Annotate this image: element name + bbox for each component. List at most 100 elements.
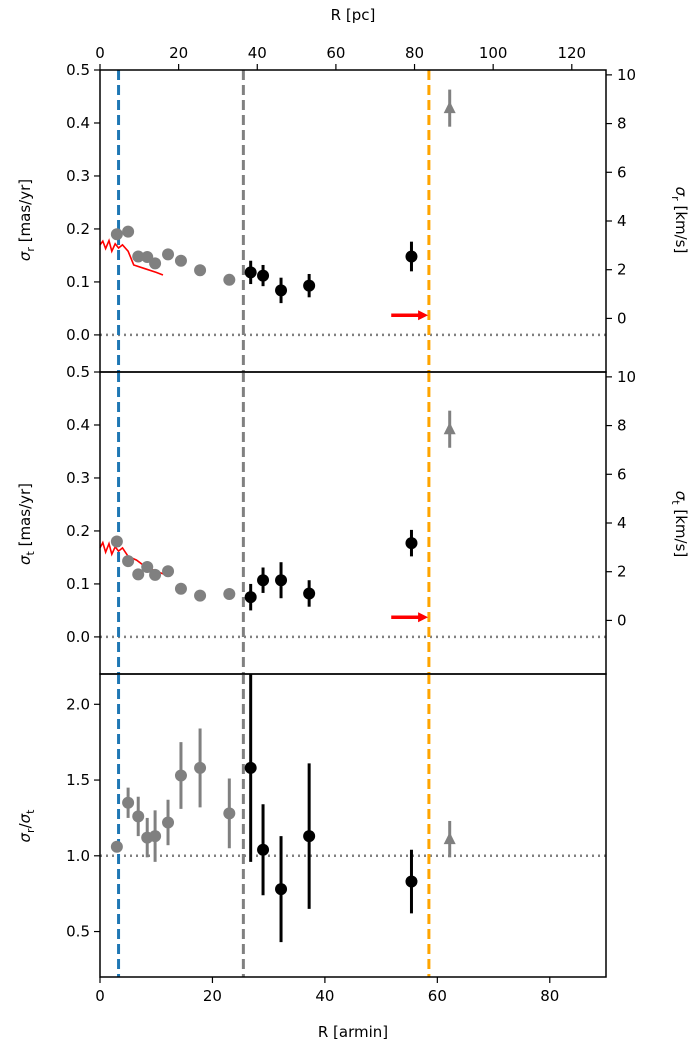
data-point	[149, 568, 162, 581]
data-point-triangle	[443, 101, 456, 114]
data-point	[223, 807, 236, 820]
bottom-x-axis-label: R [armin]	[318, 1023, 388, 1041]
data-point	[122, 555, 135, 568]
data-point	[303, 279, 316, 292]
bottom-plot-marks	[100, 674, 606, 977]
bottom-axes-frame	[99, 673, 607, 978]
y2-tick-label: 2	[617, 563, 627, 581]
data-point	[141, 560, 154, 573]
data-point	[162, 565, 175, 578]
data-point	[194, 264, 207, 277]
y2-tick-label: 4	[617, 514, 627, 532]
data-point	[257, 269, 270, 282]
y2-tick-label: 8	[617, 417, 627, 435]
data-point-triangle	[443, 422, 456, 435]
top-left-y-axis-label: σr [mas/yr]	[16, 179, 37, 261]
y2-tick-label: 6	[617, 465, 627, 483]
data-point	[244, 761, 257, 774]
data-point	[149, 257, 162, 270]
y2-tick-label: 6	[617, 163, 627, 181]
bottom-y-axis-label: σr/σt	[16, 809, 37, 843]
y-tick-label: 0.5	[66, 363, 90, 381]
data-point	[149, 830, 162, 843]
top-x-tick-label: 20	[169, 44, 188, 62]
top-x-tick-label: 0	[95, 44, 105, 62]
y-tick-label: 0.0	[66, 326, 90, 344]
top-pc-axis-label: R [pc]	[331, 6, 376, 24]
x-tick-label: 60	[428, 987, 447, 1005]
middle-plot-marks	[99, 372, 606, 674]
data-point	[257, 843, 270, 856]
y-tick-label: 0.1	[66, 575, 90, 593]
data-point	[194, 589, 207, 602]
y-tick-label: 1.5	[66, 771, 90, 789]
data-point	[122, 796, 135, 809]
y-tick-label: 0.1	[66, 273, 90, 291]
x-tick-label: 20	[203, 987, 222, 1005]
data-point	[244, 266, 257, 279]
bottom-axis-ticks: 0.5 1.0 1.5 2.0 0 20 40 60 80	[66, 695, 559, 1005]
panel-bottom: 0.5 1.0 1.5 2.0 0 20 40 60 80 σr/σt R [armin]	[16, 673, 607, 1041]
data-point	[174, 254, 187, 267]
middle-left-y-axis-label: σt [mas/yr]	[16, 483, 37, 565]
y2-tick-label: 10	[617, 368, 636, 386]
y2-tick-label: 10	[617, 66, 636, 84]
y2-tick-label: 4	[617, 212, 627, 230]
y-tick-label: 0.5	[66, 923, 90, 941]
data-point	[110, 535, 123, 548]
data-point	[303, 830, 316, 843]
data-point	[132, 810, 145, 823]
data-point	[132, 568, 145, 581]
limit-arrow-head	[418, 612, 429, 623]
model-line	[99, 238, 164, 276]
y-tick-label: 0.2	[66, 522, 90, 540]
data-point	[257, 574, 270, 587]
top-x-tick-label: 80	[405, 44, 424, 62]
y-tick-label: 0.4	[66, 114, 90, 132]
data-point	[162, 816, 175, 829]
data-point	[275, 574, 288, 587]
y-tick-label: 0.3	[66, 469, 90, 487]
top-axes-frame	[99, 69, 607, 373]
y-tick-label: 0.2	[66, 220, 90, 238]
middle-right-y-axis-label: σt [km/s]	[669, 491, 690, 557]
middle-axes-frame	[99, 371, 607, 675]
data-point-triangle	[443, 832, 456, 845]
data-point	[405, 537, 418, 550]
data-point	[223, 587, 236, 600]
x-tick-label: 0	[95, 987, 105, 1005]
y-tick-label: 0.4	[66, 416, 90, 434]
top-right-y-axis-label: σr [km/s]	[669, 187, 690, 254]
data-point	[244, 591, 257, 604]
panel-middle: 0.0 0.1 0.2 0.3 0.4 0.5 0 2 4 6 8 10 σt [mas/yr] σt…	[16, 363, 690, 675]
data-point	[303, 587, 316, 600]
data-point	[405, 875, 418, 888]
data-point	[174, 582, 187, 595]
data-point	[132, 250, 145, 263]
y-tick-label: 0.0	[66, 628, 90, 646]
top-x-tick-label: 60	[326, 44, 345, 62]
data-point	[174, 769, 187, 782]
top-x-tick-label: 100	[479, 44, 508, 62]
y-tick-label: 2.0	[66, 695, 90, 713]
data-point	[194, 761, 207, 774]
y2-tick-label: 0	[617, 611, 627, 629]
data-point	[162, 248, 175, 261]
data-point	[223, 273, 236, 286]
y2-tick-label: 0	[617, 309, 627, 327]
data-point	[110, 840, 123, 853]
top-x-tick-label: 120	[557, 44, 586, 62]
middle-axis-ticks: 0.0 0.1 0.2 0.3 0.4 0.5 0 2 4 6 8 10	[66, 363, 636, 646]
x-tick-label: 40	[315, 987, 334, 1005]
y-tick-label: 1.0	[66, 847, 90, 865]
y-tick-label: 0.5	[66, 61, 90, 79]
data-point	[275, 284, 288, 297]
data-point	[110, 228, 123, 241]
y2-tick-label: 2	[617, 261, 627, 279]
data-point	[275, 883, 288, 896]
data-point	[405, 250, 418, 263]
top-plot-marks	[99, 70, 606, 372]
